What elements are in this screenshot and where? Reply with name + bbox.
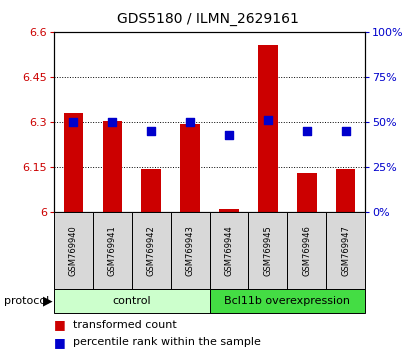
Point — [342, 129, 349, 134]
Bar — [54, 289, 210, 313]
Point — [226, 132, 232, 138]
Bar — [258, 45, 278, 212]
Text: GSM769941: GSM769941 — [108, 225, 117, 276]
Point — [303, 129, 310, 134]
Text: Bcl11b overexpression: Bcl11b overexpression — [225, 296, 350, 306]
Text: GDS5180 / ILMN_2629161: GDS5180 / ILMN_2629161 — [117, 12, 298, 27]
Text: GSM769943: GSM769943 — [186, 225, 195, 276]
Bar — [326, 212, 365, 289]
Bar — [132, 212, 171, 289]
Text: transformed count: transformed count — [73, 320, 176, 330]
Point — [187, 119, 193, 125]
Bar — [336, 169, 356, 212]
Bar — [287, 212, 326, 289]
Text: GSM769940: GSM769940 — [69, 225, 78, 276]
Text: ▶: ▶ — [43, 295, 53, 307]
Point — [70, 119, 77, 125]
Point — [148, 129, 154, 134]
Bar — [171, 212, 210, 289]
Point — [109, 119, 116, 125]
Bar — [249, 212, 287, 289]
Bar — [210, 212, 249, 289]
Bar — [63, 113, 83, 212]
Text: GSM769942: GSM769942 — [147, 225, 156, 276]
Bar — [93, 212, 132, 289]
Bar — [181, 124, 200, 212]
Bar — [54, 212, 93, 289]
Point — [265, 118, 271, 123]
Text: GSM769947: GSM769947 — [341, 225, 350, 276]
Bar — [210, 289, 365, 313]
Bar — [219, 209, 239, 212]
Text: ■: ■ — [54, 318, 66, 331]
Text: GSM769944: GSM769944 — [225, 225, 234, 276]
Text: ■: ■ — [54, 336, 66, 349]
Text: GSM769946: GSM769946 — [303, 225, 311, 276]
Bar — [103, 121, 122, 212]
Text: protocol: protocol — [4, 296, 49, 306]
Text: control: control — [112, 296, 151, 306]
Text: GSM769945: GSM769945 — [264, 225, 272, 276]
Bar — [142, 169, 161, 212]
Bar — [297, 173, 317, 212]
Text: percentile rank within the sample: percentile rank within the sample — [73, 337, 261, 348]
